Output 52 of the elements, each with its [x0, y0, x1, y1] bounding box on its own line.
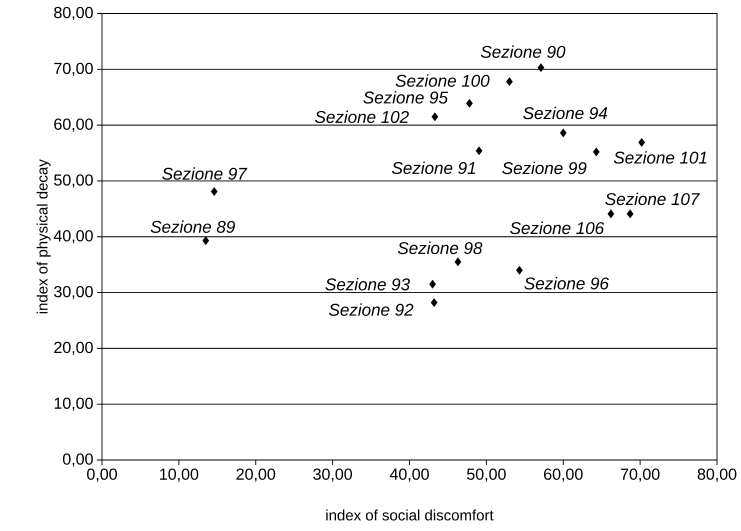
point	[454, 257, 462, 266]
x-tick-label: 70,00	[620, 468, 660, 482]
annotation: Sezione 89	[150, 220, 235, 233]
y-tick-label: 20,00	[54, 342, 93, 355]
annotation: Sezione 100	[396, 74, 490, 87]
annotation: Sezione 96	[524, 277, 609, 290]
annotation: Sezione 107	[605, 192, 700, 206]
x-tick-label: 30,00	[313, 468, 352, 482]
annotation: Sezione 98	[398, 242, 482, 254]
annotation: Sezione 101	[614, 151, 706, 164]
point	[429, 280, 436, 289]
x-tick-label: 20,00	[236, 468, 276, 482]
annotation: Sezione 90	[480, 45, 566, 58]
point	[476, 146, 482, 156]
point	[516, 266, 523, 275]
point	[560, 128, 567, 138]
x-tick-label: 0,00	[87, 468, 117, 482]
y-tick-label: 70,00	[54, 62, 93, 76]
y-axis-title: index of physical decay	[36, 159, 51, 314]
point	[592, 148, 600, 156]
y-tick-label: 50,00	[54, 174, 93, 188]
y-tick-label: 0,00	[62, 453, 93, 467]
annotation: Sezione 99	[502, 162, 586, 174]
annotation: Sezione 106	[510, 222, 604, 234]
y-tick-label: 60,00	[54, 118, 93, 132]
x-axis-title: index of social discomfort	[326, 509, 494, 521]
point	[432, 112, 438, 122]
annotation: Sezione 97	[162, 167, 248, 180]
annotation: Sezione 92	[329, 303, 414, 316]
annotation: Sezione 95	[363, 91, 448, 104]
annotation: Sezione 93	[326, 278, 410, 290]
point	[506, 77, 513, 86]
point	[638, 138, 646, 147]
x-tick-label: 10,00	[160, 468, 198, 482]
y-tick-label: 10,00	[54, 398, 93, 411]
point	[466, 98, 473, 108]
annotation: Sezione 102	[315, 110, 409, 123]
y-tick-label: 80,00	[54, 6, 93, 20]
point	[210, 187, 218, 196]
point	[538, 63, 544, 72]
point	[202, 236, 210, 246]
y-tick-label: 30,00	[54, 286, 93, 300]
x-tick-label: 60,00	[544, 468, 583, 482]
point	[608, 209, 614, 218]
x-tick-label: 80,00	[698, 468, 736, 482]
annotation: Sezione 91	[392, 162, 476, 174]
point	[430, 298, 438, 308]
x-tick-label: 40,00	[390, 468, 429, 482]
point	[626, 209, 634, 218]
y-tick-label: 40,00	[54, 230, 93, 244]
x-tick-label: 50,00	[466, 468, 506, 482]
annotation: Sezione 94	[523, 106, 608, 120]
